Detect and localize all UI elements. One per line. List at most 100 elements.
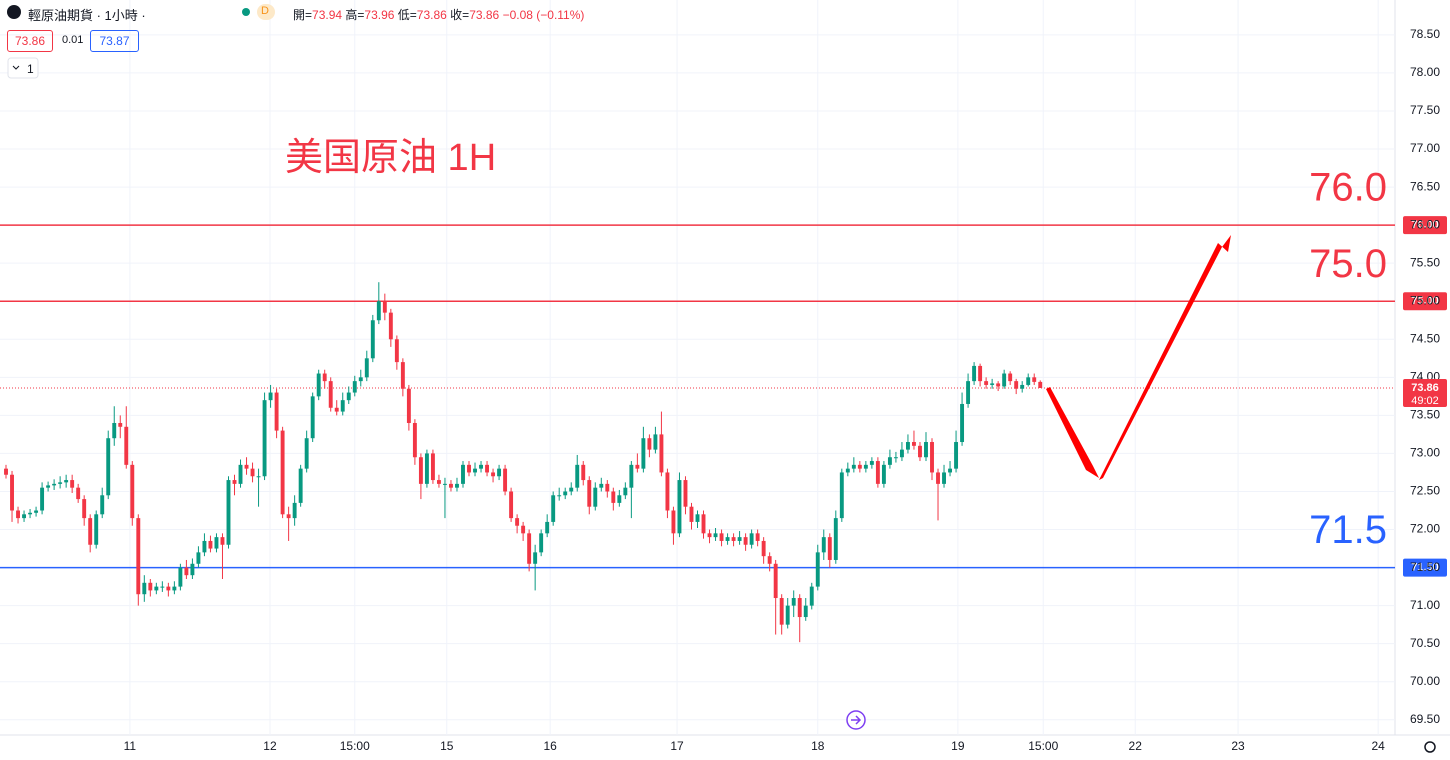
x-tick-label: 15:00 <box>340 739 370 753</box>
candle-body <box>16 510 20 519</box>
ask[interactable]: 73.87 <box>90 30 139 52</box>
badge: D <box>261 5 269 17</box>
candle-body <box>268 392 273 401</box>
candle-body <box>737 537 742 541</box>
candle-body <box>725 537 730 541</box>
candle-body <box>767 556 772 564</box>
goto-icon <box>851 715 862 725</box>
candle-body <box>172 586 177 591</box>
candle-body <box>641 438 646 469</box>
levels: 76.00 76.0 75.00 75.0 71.50 71.5 <box>0 166 1447 577</box>
y-tick-label: 76.00 <box>1410 217 1440 231</box>
candle-body <box>960 403 965 443</box>
candle-body <box>430 453 435 481</box>
forecast-arrow <box>1046 235 1231 480</box>
candle-body <box>184 567 189 576</box>
y-tick-label: 71.00 <box>1410 598 1440 612</box>
candle-body <box>497 468 502 477</box>
candle-body <box>761 540 766 557</box>
candle-body <box>695 514 700 522</box>
candle-body <box>930 442 934 473</box>
label: 開= <box>293 8 313 22</box>
candle-body <box>779 598 784 625</box>
x-tick-label: 17 <box>670 739 684 753</box>
candle-body <box>701 514 706 534</box>
candles <box>4 282 1043 643</box>
candle-body <box>797 598 802 618</box>
candle-body <box>40 487 45 511</box>
quantity: 1 <box>27 62 34 76</box>
symbol-icon <box>7 5 21 19</box>
candle-body <box>707 533 712 538</box>
qty-box[interactable] <box>7 57 39 79</box>
settings-icon[interactable] <box>1424 741 1436 753</box>
candle-body <box>491 472 496 477</box>
last-tag <box>1403 378 1447 407</box>
candle-body <box>623 487 628 496</box>
candle-body <box>226 480 231 545</box>
candle-body <box>1032 377 1037 382</box>
candle-body <box>178 567 183 587</box>
candle-body <box>202 540 207 553</box>
value: 73.94 <box>312 8 343 22</box>
candle-body <box>984 381 989 385</box>
label: 收= <box>450 8 470 22</box>
candle-body <box>803 605 808 618</box>
candle-body <box>551 495 556 522</box>
candle-body <box>400 362 405 389</box>
candle-body <box>689 506 694 522</box>
candle-body <box>406 388 411 423</box>
value: 73.86 <box>469 8 500 22</box>
level-tag <box>1403 292 1447 311</box>
candle-body <box>286 514 291 519</box>
candle-body <box>424 453 429 484</box>
candle-body <box>815 552 820 587</box>
candle-body <box>364 358 369 378</box>
candle-body <box>1008 373 1013 382</box>
ohlc: 開=73.94 高=73.96 低=73.86 收=73.86 −0.08 (−… <box>293 6 584 23</box>
candle-body <box>274 392 279 431</box>
level-tag <box>1403 558 1447 577</box>
candle-body <box>912 442 916 446</box>
countdown: 49:02 <box>1411 395 1439 407</box>
x-tick-label: 15 <box>440 739 454 753</box>
candle-body <box>509 491 514 519</box>
label: 高= <box>345 8 365 22</box>
chevron <box>12 65 20 70</box>
y-tick-label: 76.50 <box>1410 179 1440 193</box>
y-tick-label: 77.00 <box>1410 141 1440 155</box>
level-label: 71.5 <box>1309 508 1387 552</box>
candle-body <box>70 480 75 488</box>
bid[interactable]: 73.86 <box>7 30 53 52</box>
level-tag <box>1403 216 1447 235</box>
candle-body <box>394 339 399 363</box>
candle-body <box>593 487 598 507</box>
candle-body <box>455 483 459 488</box>
y-tick-label: 75.00 <box>1410 293 1440 307</box>
candle-body <box>887 457 892 465</box>
candle-body <box>136 518 141 595</box>
candle-body <box>142 582 147 595</box>
candle-body <box>485 464 490 473</box>
candle-body <box>112 422 117 439</box>
status-dot <box>242 8 250 16</box>
candle-body <box>809 586 814 606</box>
x-tick-label: 12 <box>263 739 277 753</box>
candle-body <box>292 502 297 519</box>
candle-body <box>899 449 904 458</box>
candle-body <box>88 518 93 545</box>
candle-body <box>298 468 303 503</box>
candle-body <box>954 442 959 469</box>
candle-body <box>94 514 99 545</box>
candle-body <box>665 472 670 511</box>
arrow-down <box>1046 387 1099 478</box>
candle-body <box>563 491 568 496</box>
y-tick-label: 75.50 <box>1410 255 1440 269</box>
candle-body <box>671 510 676 534</box>
candle-body <box>10 474 14 511</box>
candle-body <box>990 383 995 385</box>
candle-body <box>845 468 850 473</box>
candle-body <box>713 533 718 538</box>
x-tick-label: 18 <box>811 739 825 753</box>
candle-body <box>214 537 219 549</box>
